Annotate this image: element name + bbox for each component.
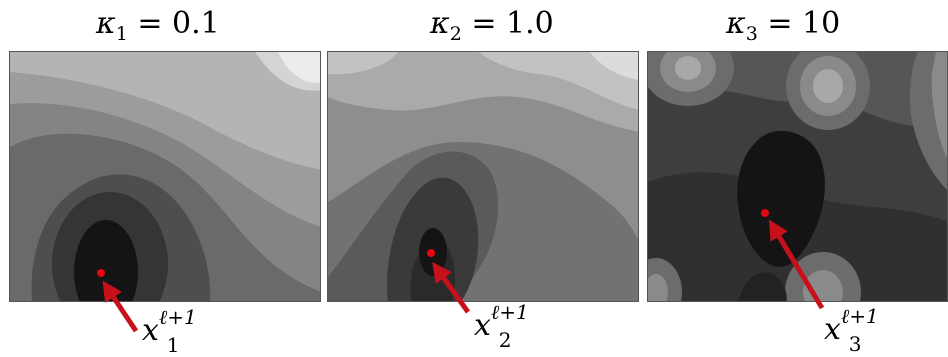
panel-1-title: κ1 = 0.1 xyxy=(96,6,220,45)
point-subscript: 3 xyxy=(848,332,862,356)
contour-3-svg xyxy=(648,52,947,301)
point-variable: x xyxy=(142,313,159,348)
contour-level-5 xyxy=(675,56,701,80)
point-label-2: xℓ+1 2 xyxy=(474,300,529,352)
contour-level-8 xyxy=(813,69,843,103)
contour-1-svg xyxy=(10,52,320,301)
contour-level-9 xyxy=(74,220,138,301)
kappa-value: 1.0 xyxy=(506,6,554,41)
kappa-symbol: κ xyxy=(430,6,450,41)
contour-level-10 xyxy=(931,52,947,158)
equals-sign: = xyxy=(471,6,497,41)
kappa-index: 1 xyxy=(115,23,128,45)
point-subscript: 2 xyxy=(498,328,512,352)
point-variable: x xyxy=(474,308,491,343)
contour-plot-2 xyxy=(327,51,639,302)
kappa-index: 2 xyxy=(449,23,462,45)
contour-level-4 xyxy=(478,52,638,110)
point-variable: x xyxy=(824,312,841,347)
kappa-symbol: κ xyxy=(726,6,746,41)
equals-sign: = xyxy=(137,6,163,41)
kappa-value: 10 xyxy=(802,6,841,41)
panel-2-title: κ2 = 1.0 xyxy=(430,6,554,45)
kappa-index: 3 xyxy=(745,23,758,45)
contour-plot-1 xyxy=(9,51,321,302)
contour-level-10 xyxy=(419,228,447,276)
equals-sign: = xyxy=(767,6,793,41)
contour-level-3 xyxy=(328,52,398,75)
point-superscript: ℓ+1 xyxy=(158,305,197,329)
panel-3-title: κ3 = 10 xyxy=(726,6,840,45)
contour-plot-3 xyxy=(647,51,948,302)
point-label-1: xℓ+1 1 xyxy=(142,305,197,357)
point-label-3: xℓ+1 3 xyxy=(824,304,879,356)
contour-2-svg xyxy=(328,52,638,301)
point-superscript: ℓ+1 xyxy=(490,300,529,324)
kappa-symbol: κ xyxy=(96,6,116,41)
kappa-value: 0.1 xyxy=(172,6,220,41)
point-superscript: ℓ+1 xyxy=(840,304,879,328)
contour-level-15 xyxy=(648,274,668,301)
contour-level-5 xyxy=(590,52,638,80)
contour-level-3 xyxy=(278,52,320,83)
point-subscript: 1 xyxy=(166,333,180,357)
